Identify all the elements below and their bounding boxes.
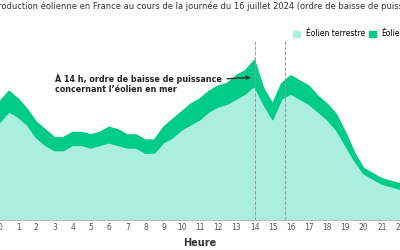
Text: Heure: Heure <box>183 238 217 248</box>
Text: roduction éolienne en France au cours de la journée du 16 juillet 2024 (ordre de: roduction éolienne en France au cours de… <box>0 1 400 11</box>
Text: À 14 h, ordre de baisse de puissance
concernant l’éolien en mer: À 14 h, ordre de baisse de puissance con… <box>54 74 249 94</box>
Legend: Éolien terrestre, Éolie: Éolien terrestre, Éolie <box>294 30 400 38</box>
